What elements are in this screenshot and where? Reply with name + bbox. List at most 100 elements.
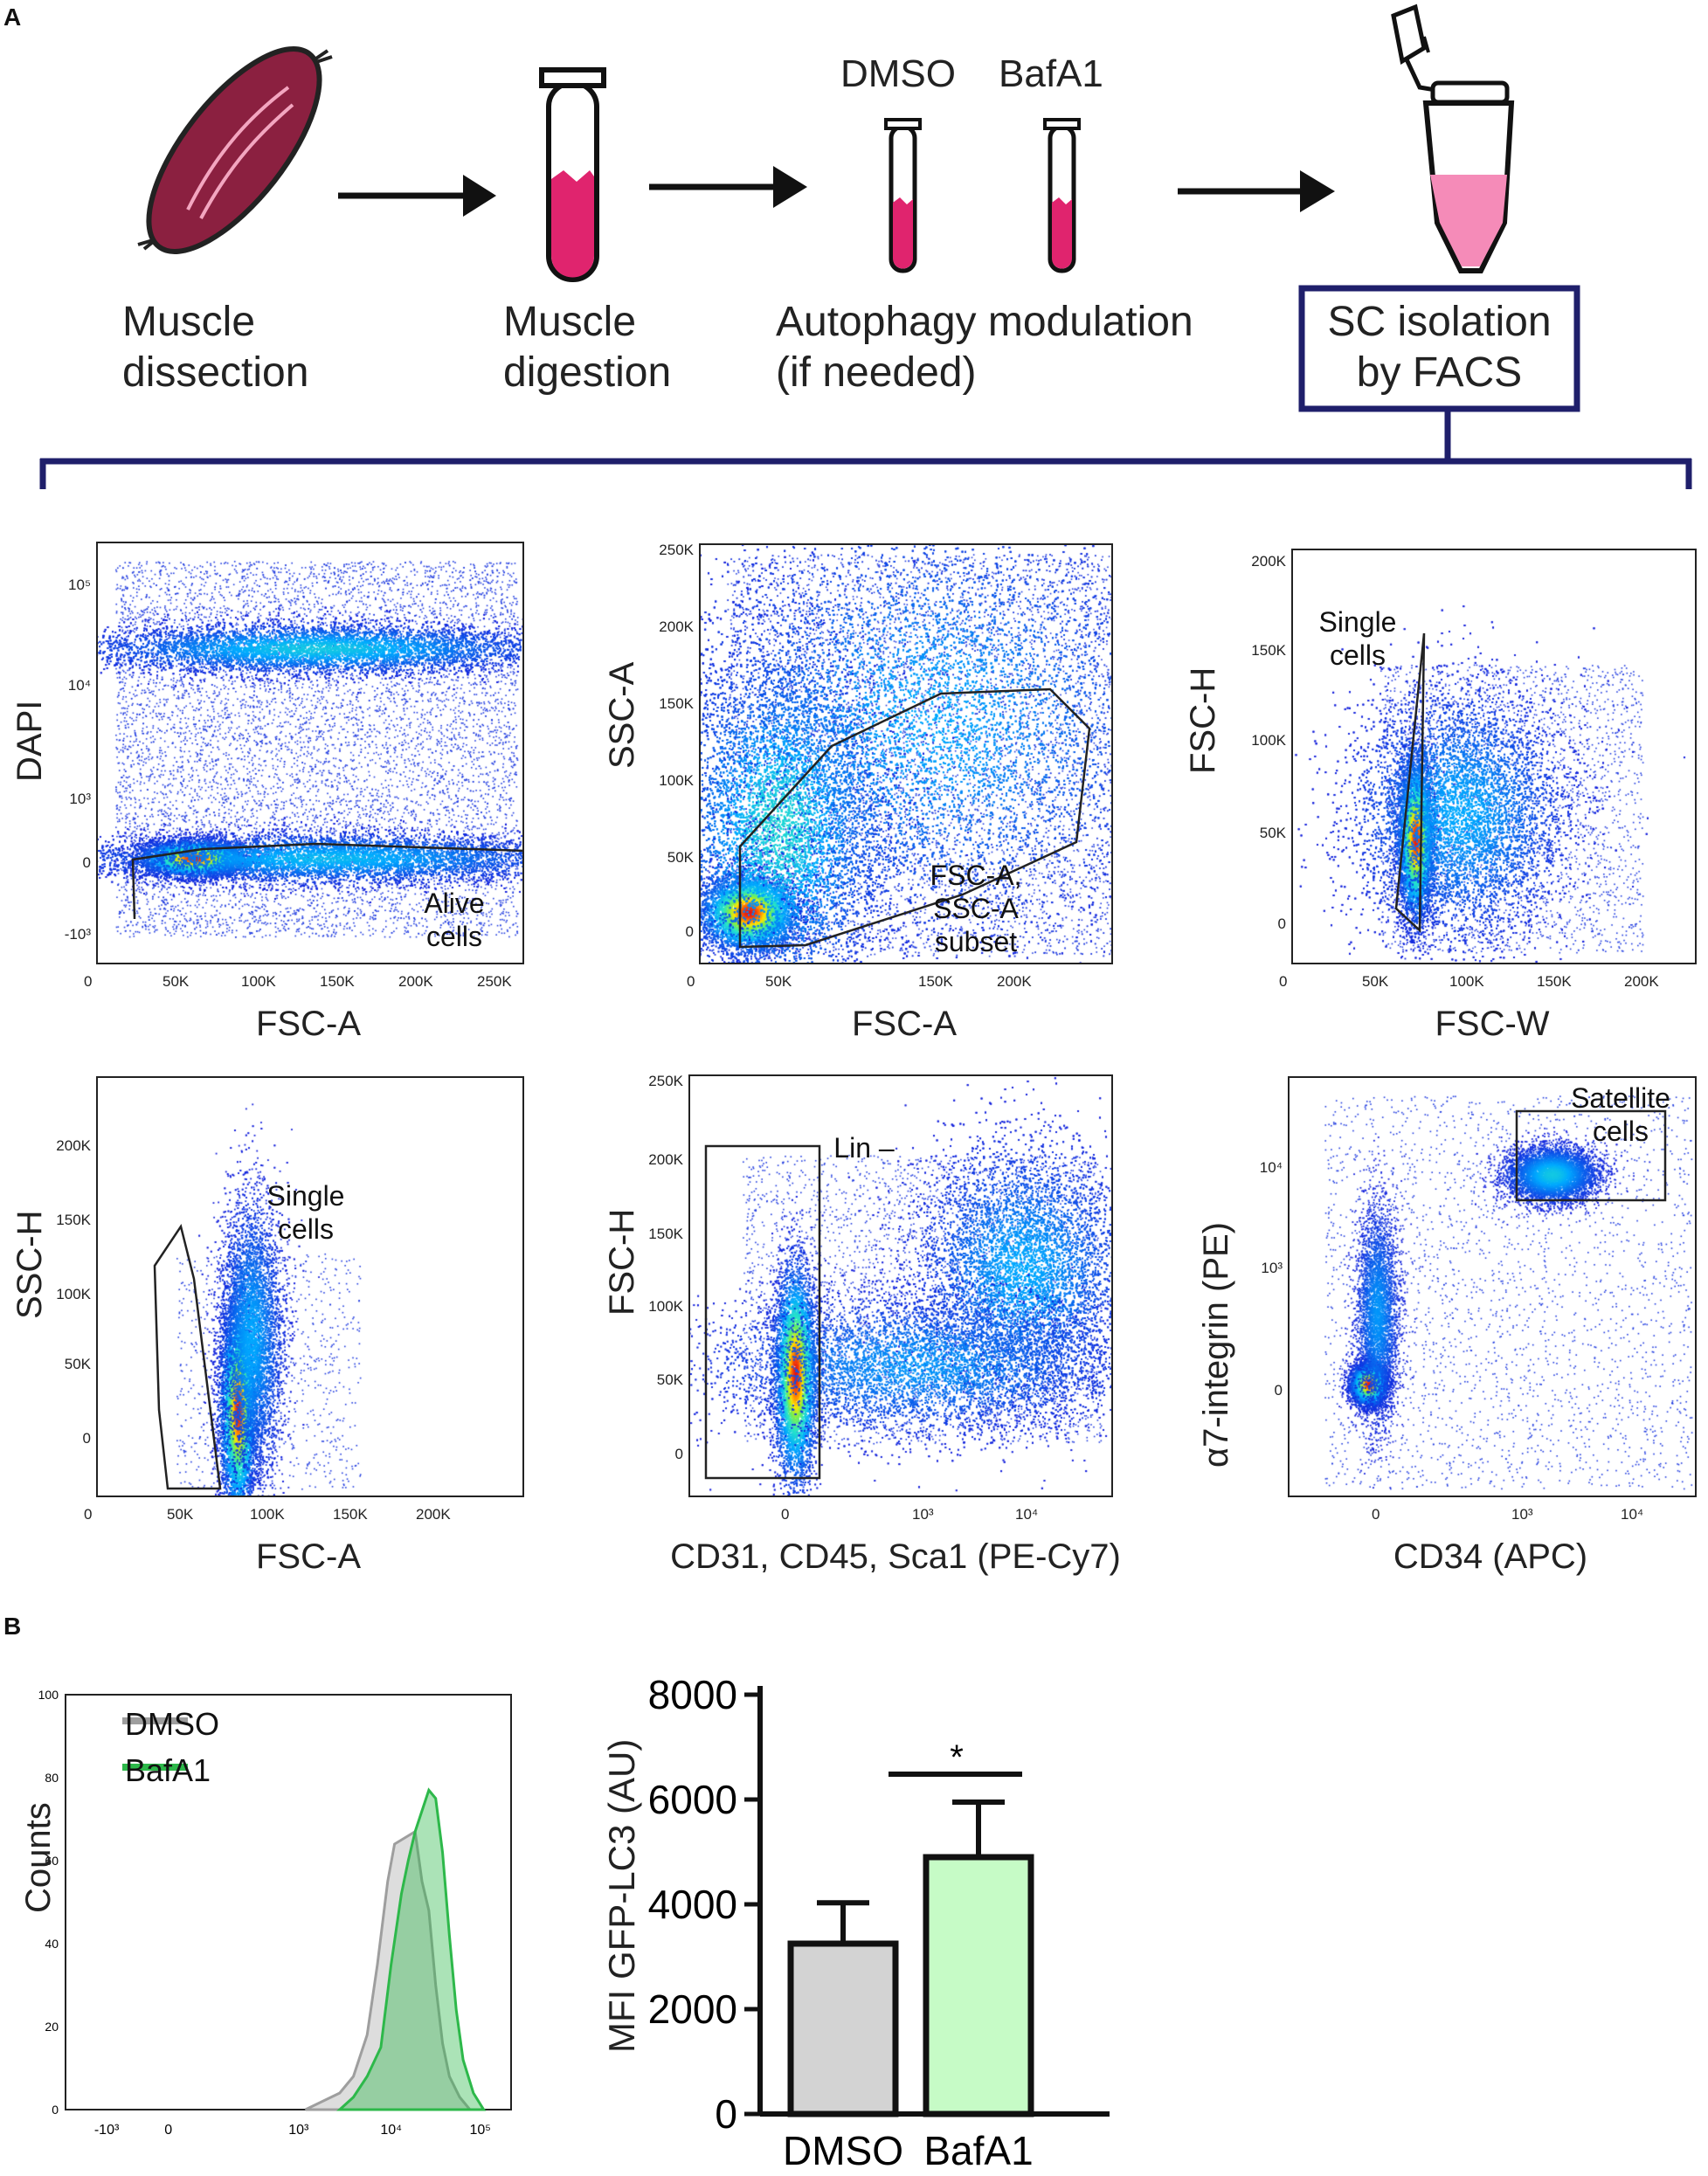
- x-axis-label: FSC-A: [256, 1005, 361, 1043]
- x-axis-label: FSC-W: [1435, 1005, 1550, 1043]
- arrow-icon: [649, 166, 807, 208]
- density-canvas: [98, 543, 522, 963]
- tube-icon: [539, 67, 606, 282]
- tick-label: 50K: [656, 1371, 683, 1388]
- gate-outline: [1515, 1109, 1667, 1202]
- gate-outline: [1394, 632, 1426, 933]
- gate-label: Lin –: [833, 1132, 895, 1164]
- tick-label: 50K: [167, 1506, 194, 1523]
- tick-label: 10³: [69, 791, 91, 807]
- tick-label: -10³: [94, 2123, 120, 2138]
- gate-outline: [738, 687, 1091, 949]
- tick-label: 0: [82, 854, 91, 871]
- arrow-icon: [1178, 170, 1335, 212]
- step-muscle-digestion: Muscle digestion: [503, 297, 671, 398]
- tick-label: 150K: [918, 973, 953, 990]
- density-canvas: [701, 545, 1111, 963]
- step-line: (if needed): [776, 349, 977, 396]
- tick-label: 200K: [416, 1506, 451, 1523]
- tick-label: 50K: [1362, 973, 1389, 990]
- tick-label: 10³: [1511, 1506, 1533, 1523]
- step-line: Muscle: [503, 299, 637, 345]
- flow-plot-dapi-fsc: [96, 542, 524, 964]
- tick-label: 250K: [659, 542, 694, 558]
- tick-label: 0: [164, 2123, 172, 2138]
- histogram-series-bafa1: [335, 1787, 487, 2111]
- gate-label: Single cells: [266, 1180, 345, 1245]
- gate-label: Satellite cells: [1571, 1082, 1670, 1147]
- gate-label: Alive cells: [424, 888, 485, 952]
- histogram-chart: 100 80 60 40 20 0 -10³ 0 10³ 10⁴ 10⁵: [38, 1688, 512, 2138]
- tick-label: 100: [38, 1688, 59, 1702]
- step-line: digestion: [503, 349, 672, 396]
- gate-label: Single cells: [1318, 606, 1397, 671]
- legend-label-bafa1: BafA1: [125, 1752, 211, 1788]
- histogram-series-dmso: [304, 1829, 474, 2111]
- y-axis-label: α7-integrin (PE): [1197, 1222, 1235, 1468]
- tick-label: 0: [687, 973, 695, 990]
- flow-plot-ssc-fsc: [699, 543, 1113, 964]
- step-line: by FACS: [1356, 349, 1523, 396]
- y-axis-label: FSC-H: [1184, 667, 1222, 774]
- tick-label: 150K: [648, 1226, 683, 1242]
- tick-label: 200K: [56, 1137, 91, 1154]
- gate-outline: [131, 842, 522, 920]
- flow-plot-ssch-fsca: [96, 1076, 524, 1497]
- bar-y-label: MFI GFP-LC3 (AU): [601, 1738, 642, 2053]
- tick-label: 0: [781, 1506, 790, 1523]
- tick-label: 10⁵: [469, 2123, 490, 2138]
- histogram-y-label: Counts: [19, 1802, 58, 1913]
- flow-plot-a7-cd34: [1288, 1076, 1697, 1497]
- tick-label: 10³: [288, 2123, 309, 2138]
- density-canvas: [1290, 1078, 1695, 1496]
- tick-label: 40: [45, 1937, 59, 1951]
- tick-label: 0: [84, 973, 93, 990]
- tick-label: 200K: [1624, 973, 1659, 990]
- tick-label: 0: [1274, 1382, 1283, 1399]
- tick-label: 100K: [1251, 732, 1286, 749]
- tick-label: 10³: [1261, 1260, 1283, 1276]
- tick-label: 100K: [241, 973, 276, 990]
- tick-label: 8000: [648, 1672, 737, 1717]
- plot-frame: [65, 1694, 512, 2110]
- tube-icon: [884, 118, 922, 273]
- category-label: BafA1: [923, 2128, 1033, 2173]
- tick-label: 2000: [648, 1986, 737, 2032]
- arrow-icon: [338, 175, 496, 217]
- tick-label: 50K: [667, 849, 694, 866]
- tick-label: 100K: [648, 1298, 683, 1315]
- muscle-icon: [137, 46, 333, 254]
- tick-label: 0: [685, 923, 694, 940]
- flow-plot-lin: [688, 1074, 1113, 1497]
- step-line: dissection: [122, 349, 309, 396]
- y-axis-label: SSC-A: [603, 661, 641, 769]
- tick-label: 0: [82, 1430, 91, 1447]
- tick-label: 150K: [333, 1506, 368, 1523]
- density-canvas: [98, 1078, 522, 1496]
- tick-label: 100K: [659, 772, 694, 789]
- gate-outline: [704, 1144, 821, 1480]
- tick-label: 150K: [1251, 642, 1286, 659]
- tick-label: 50K: [64, 1356, 91, 1372]
- tick-label: 10⁴: [1259, 1159, 1283, 1176]
- tick-label: 0: [84, 1506, 93, 1523]
- tick-label: 0: [674, 1446, 683, 1462]
- tick-label: 150K: [659, 695, 694, 712]
- tick-label: 4000: [648, 1882, 737, 1927]
- tick-label: 10³: [912, 1506, 934, 1523]
- workflow-illustration: [39, 3, 1692, 489]
- y-axis-label: SSC-H: [10, 1210, 49, 1319]
- tick-label: 200K: [398, 973, 433, 990]
- panel-label-b: B: [3, 1613, 22, 1640]
- tick-label: 6000: [648, 1777, 737, 1822]
- legend-label-dmso: DMSO: [125, 1706, 219, 1742]
- tick-label: 100K: [250, 1506, 285, 1523]
- tick-label: 0: [715, 2091, 737, 2137]
- tick-label: -10³: [64, 926, 91, 943]
- gate-outline: [153, 1223, 222, 1490]
- significance-label: *: [950, 1738, 964, 1777]
- tick-label: 20: [45, 2020, 59, 2034]
- tick-label: 250K: [477, 973, 512, 990]
- tick-label: 10⁴: [1621, 1506, 1644, 1523]
- tick-label: 50K: [765, 973, 792, 990]
